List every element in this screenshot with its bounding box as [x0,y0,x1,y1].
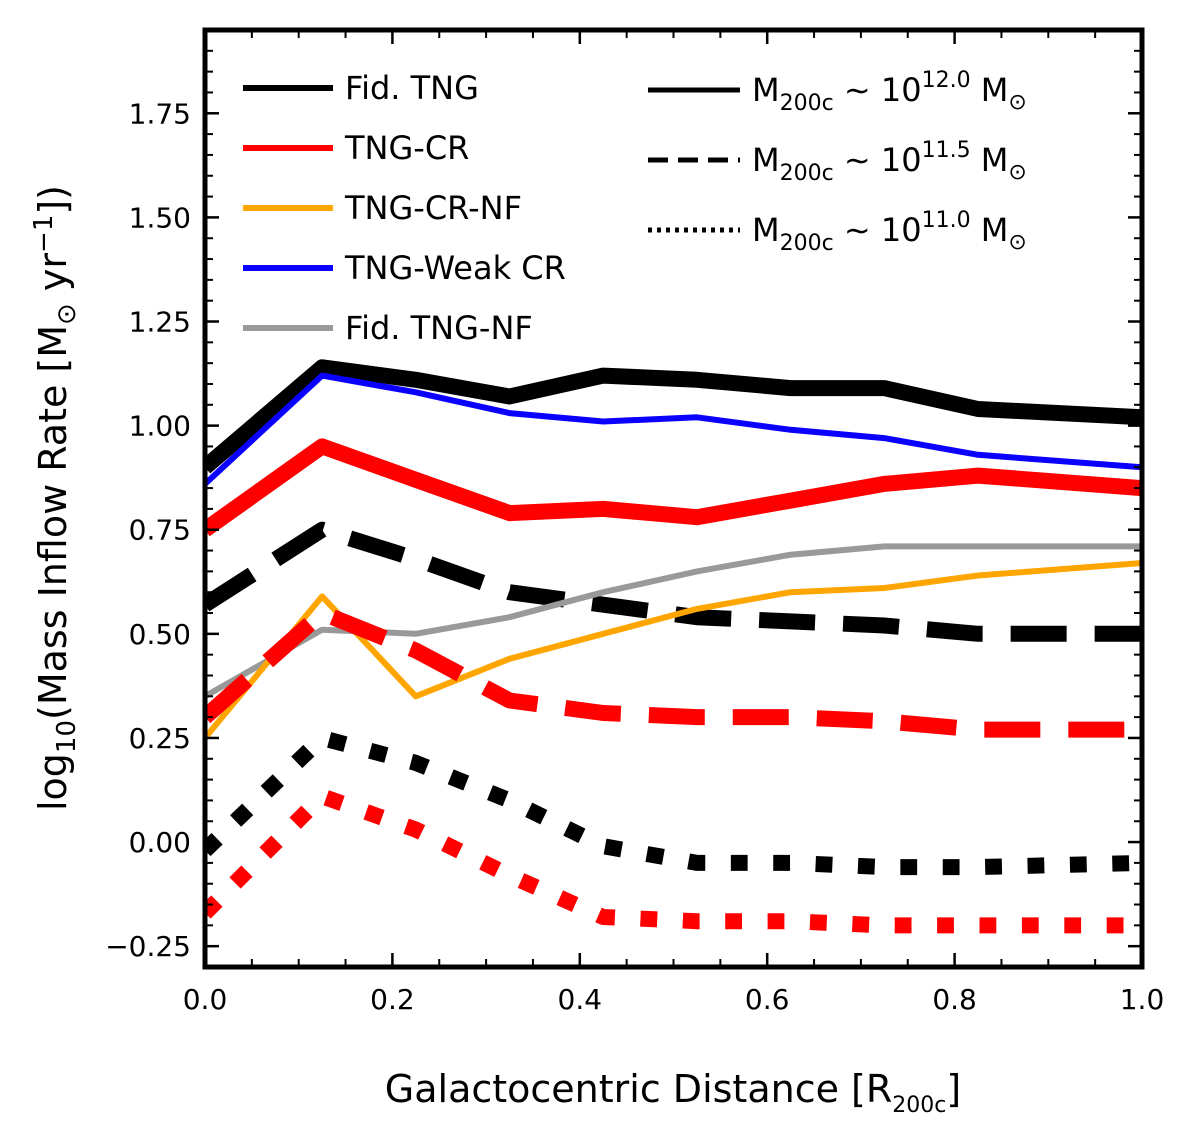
y-axis-label-close: ]) [31,185,75,215]
y-tick-label: 0.75 [129,514,191,547]
y-axis-label-exp: −1 [29,215,59,253]
legend-mass-label-1: M200c ∼ 1011.5 M⊙ [752,138,1027,186]
legend-mass-part-5: ⊙ [1008,160,1026,185]
x-tick-label: 0.0 [183,983,228,1016]
legend-label-1: TNG-CR [344,129,469,167]
y-axis-label: log10(Mass Inflow Rate [M⊙ yr−1]) [29,185,82,811]
legend-mass-part-4: M [971,211,1009,249]
ticks-layer: 0.0 0.2 0.4 0.6 0.8 1.0 −0.25 0.00 0.25 0.50 0.75 1… [105,30,1164,1016]
legend-mass-part-3: 11.5 [922,138,971,163]
y-axis-label-main: (Mass Inflow Rate [M [31,325,75,720]
y-tick-label: 1.00 [129,410,191,443]
y-tick-label: 1.75 [129,97,191,130]
legend-mass-part-3: 11.0 [922,208,971,233]
series-line-6 [205,605,1142,738]
x-tick-label: 0.6 [745,983,790,1016]
y-axis-label-prefix: log [31,753,75,811]
legend-mass-part-1: 200c [780,91,834,116]
legend-mass-label-0: M200c ∼ 1012.0 M⊙ [752,68,1027,116]
legend-mass-part-0: M [752,71,780,109]
legend-mass-part-4: M [971,141,1009,179]
y-tick-label: 0.25 [129,722,191,755]
x-axis-label-main: Galactocentric Distance [R [385,1067,893,1111]
series-line-3 [205,521,1142,642]
x-axis-label: Galactocentric Distance [R200c] [385,1067,961,1118]
series-line-1 [205,372,1142,487]
legend-mass-part-1: 200c [780,231,834,256]
legend-label-3: TNG-Weak CR [344,249,566,287]
legend-mass-part-1: 200c [780,161,834,186]
legend-mass-part-2: ∼ 10 [834,141,922,179]
y-tick-label: 0.50 [129,618,191,651]
y-axis-label-prefix-sub: 10 [52,720,82,753]
legend-mass-part-2: ∼ 10 [834,71,922,109]
series-line-8 [205,788,1142,934]
series-line-2 [205,438,1142,537]
y-axis-label-sun: ⊙ [52,303,82,325]
series-line-0 [205,359,1142,474]
y-tick-label: 0.00 [129,826,191,859]
x-tick-label: 0.2 [370,983,415,1016]
legend-label-4: Fid. TNG-NF [345,309,533,347]
series-line-7 [205,730,1142,876]
legend-mass-part-2: ∼ 10 [834,211,922,249]
x-axis-label-close: ] [946,1067,961,1111]
legend-mass-part-5: ⊙ [1008,90,1026,115]
y-tick-label: 1.50 [129,201,191,234]
legend: Fid. TNG TNG-CR TNG-CR-NF TNG-Weak CR Fid. T… [243,68,1027,347]
legend-mass-part-4: M [971,71,1009,109]
x-tick-label: 0.8 [932,983,977,1016]
legend-mass-part-5: ⊙ [1008,230,1026,255]
y-tick-label: 1.25 [129,306,191,339]
x-tick-label: 0.4 [558,983,603,1016]
legend-mass-part-0: M [752,211,780,249]
x-axis-label-sub: 200c [892,1093,946,1118]
legend-mass-label-2: M200c ∼ 1011.0 M⊙ [752,208,1027,256]
legend-mass-part-0: M [752,141,780,179]
series-line-5 [205,560,1142,740]
x-tick-label: 1.0 [1120,983,1165,1016]
legend-label-2: TNG-CR-NF [344,189,522,227]
plot-frame [202,27,1145,970]
y-tick-label: −0.25 [105,930,191,963]
series-layer [205,359,1142,934]
legend-mass-part-3: 12.0 [922,68,971,93]
y-axis-label-unit: yr [31,253,75,304]
legend-label-0: Fid. TNG [345,69,479,107]
